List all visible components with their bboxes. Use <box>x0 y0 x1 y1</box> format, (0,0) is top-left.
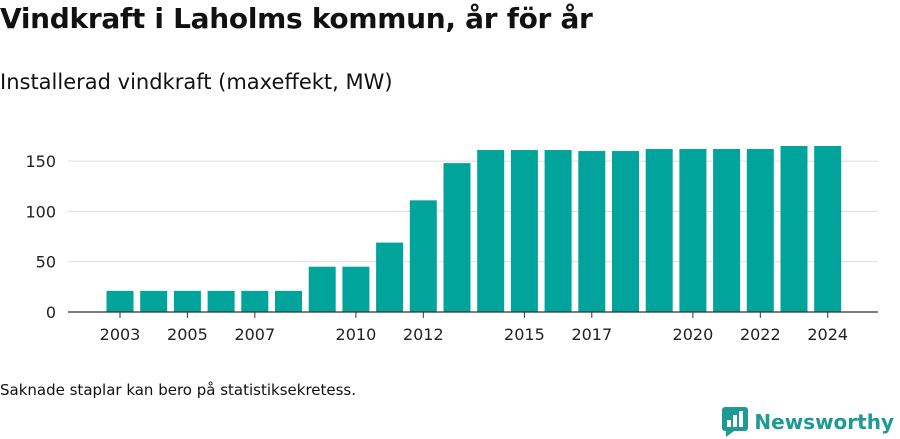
bar-2022 <box>746 149 774 312</box>
bar-2024 <box>814 146 842 312</box>
x-tick-label: 2005 <box>167 325 208 344</box>
x-tick-label: 2022 <box>740 325 781 344</box>
bar-2008 <box>275 290 302 312</box>
x-tick-label: 2003 <box>100 325 141 344</box>
newsworthy-logo-icon <box>722 407 749 437</box>
chart-title: Vindkraft i Laholms kommun, år för år <box>0 2 593 35</box>
x-tick-label: 2010 <box>336 325 377 344</box>
brand-name: Newsworthy <box>754 410 894 434</box>
bar-2007 <box>241 290 269 312</box>
x-tick-label: 2012 <box>403 325 444 344</box>
footnote: Saknade staplar kan bero på statistiksek… <box>0 381 357 399</box>
bar-2009 <box>308 266 336 312</box>
bar-2014 <box>477 150 505 312</box>
y-tick-label: 0 <box>46 303 56 322</box>
bar-2021 <box>713 149 741 312</box>
bar-2005 <box>173 290 201 312</box>
brand-logo[interactable]: Newsworthy <box>722 406 894 438</box>
bar-2017 <box>578 151 606 312</box>
chart-subtitle: Installerad vindkraft (maxeffekt, MW) <box>0 70 393 94</box>
bar-2023 <box>780 146 808 312</box>
bars <box>68 146 878 313</box>
x-tick-label: 2024 <box>807 325 848 344</box>
x-tick-label: 2017 <box>571 325 612 344</box>
bar-2020 <box>679 149 707 312</box>
x-tick-label: 2020 <box>673 325 714 344</box>
bar-2019 <box>645 149 673 312</box>
y-axis-ticks: 0 50 100 150 <box>25 152 56 322</box>
y-tick-label: 150 <box>25 152 56 171</box>
bar-2013 <box>443 163 471 312</box>
y-tick-label: 100 <box>25 202 56 221</box>
bar-2003 <box>106 290 134 312</box>
grid-lines <box>68 160 878 263</box>
bar-2012 <box>409 200 437 312</box>
bar-2018 <box>612 151 639 312</box>
bar-2004 <box>140 290 168 312</box>
bar-2006 <box>207 290 235 312</box>
bar-2015 <box>510 150 538 312</box>
bar-2011 <box>376 242 404 312</box>
bar-2016 <box>544 150 572 312</box>
y-tick-label: 50 <box>36 253 56 272</box>
bar-2010 <box>342 266 370 312</box>
x-tick-label: 2015 <box>504 325 545 344</box>
x-tick-label: 2007 <box>234 325 275 344</box>
x-axis-ticks: 2003 2005 2007 2010 2012 2015 2017 2020 2022 2024 <box>100 312 848 344</box>
